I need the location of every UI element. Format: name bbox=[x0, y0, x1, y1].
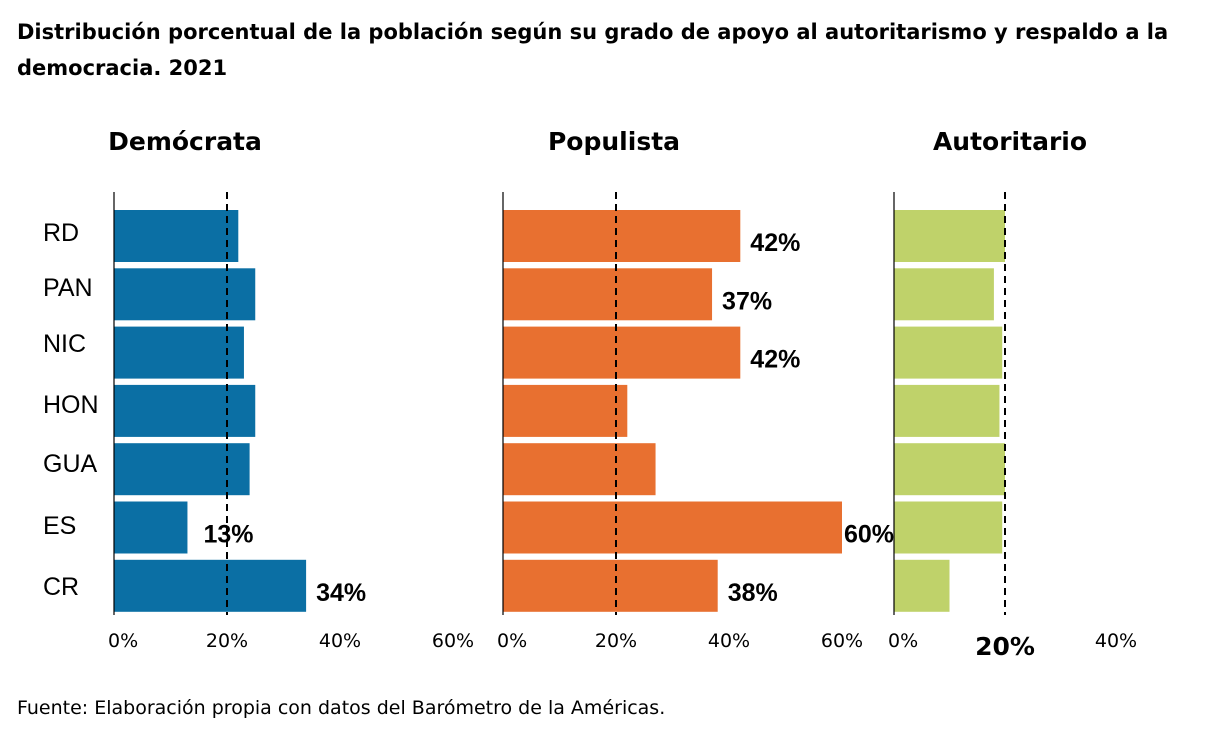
bar-populista-gua bbox=[503, 443, 656, 496]
tick-label-populista-0: 0% bbox=[497, 630, 527, 652]
bar-autoritario-nic bbox=[894, 326, 1003, 379]
category-label-hon: HON bbox=[43, 391, 99, 419]
data-label-populista-cr: 38% bbox=[728, 579, 778, 607]
bar-democrata-nic bbox=[114, 326, 244, 379]
category-label-nic: NIC bbox=[43, 330, 86, 358]
tick-label-populista-60: 60% bbox=[821, 630, 863, 652]
tick-label-democrata-40: 40% bbox=[319, 630, 361, 652]
bar-democrata-cr bbox=[114, 559, 307, 612]
bar-populista-hon bbox=[503, 384, 628, 437]
bar-democrata-es bbox=[114, 501, 188, 554]
tick-label-populista-20: 20% bbox=[595, 630, 637, 652]
tick-label-autoritario-0: 0% bbox=[888, 630, 918, 652]
bar-populista-rd bbox=[503, 210, 741, 262]
category-label-pan: PAN bbox=[43, 274, 93, 302]
bar-democrata-rd bbox=[114, 210, 239, 262]
bar-autoritario-es bbox=[894, 501, 1003, 554]
data-label-populista-pan: 37% bbox=[722, 287, 772, 315]
category-label-es: ES bbox=[43, 512, 76, 540]
data-label-democrata-es: 13% bbox=[203, 521, 253, 549]
bar-autoritario-hon bbox=[894, 384, 1000, 437]
tick-label-autoritario-40: 40% bbox=[1095, 630, 1137, 652]
category-label-rd: RD bbox=[43, 219, 79, 247]
bar-autoritario-gua bbox=[894, 443, 1005, 496]
bar-autoritario-rd bbox=[894, 210, 1005, 262]
bar-populista-cr bbox=[503, 559, 718, 612]
data-label-democrata-cr: 34% bbox=[316, 579, 366, 607]
data-label-populista-es: 60% bbox=[844, 521, 894, 549]
bar-democrata-hon bbox=[114, 384, 256, 437]
bar-autoritario-cr bbox=[894, 559, 950, 612]
panel-title-democrata: Demócrata bbox=[108, 127, 262, 156]
tick-label-autoritario-20: 20% bbox=[975, 632, 1035, 661]
category-label-gua: GUA bbox=[43, 450, 98, 478]
data-label-populista-rd: 42% bbox=[750, 229, 800, 257]
bar-democrata-gua bbox=[114, 443, 250, 496]
bar-democrata-pan bbox=[114, 268, 256, 321]
bar-populista-es bbox=[503, 501, 842, 554]
chart-title: Distribución porcentual de la población … bbox=[17, 20, 1169, 80]
bar-autoritario-pan bbox=[894, 268, 994, 321]
panel-title-populista: Populista bbox=[548, 127, 680, 156]
panel-title-autoritario: Autoritario bbox=[933, 127, 1087, 156]
data-label-populista-nic: 42% bbox=[750, 346, 800, 374]
bar-populista-nic bbox=[503, 326, 741, 379]
source-note: Fuente: Elaboración propia con datos del… bbox=[17, 697, 666, 719]
bar-populista-pan bbox=[503, 268, 713, 321]
category-label-cr: CR bbox=[43, 573, 79, 601]
tick-label-populista-40: 40% bbox=[708, 630, 750, 652]
tick-label-democrata-20: 20% bbox=[206, 630, 248, 652]
tick-label-democrata-0: 0% bbox=[108, 630, 138, 652]
tick-label-democrata-60: 60% bbox=[432, 630, 474, 652]
